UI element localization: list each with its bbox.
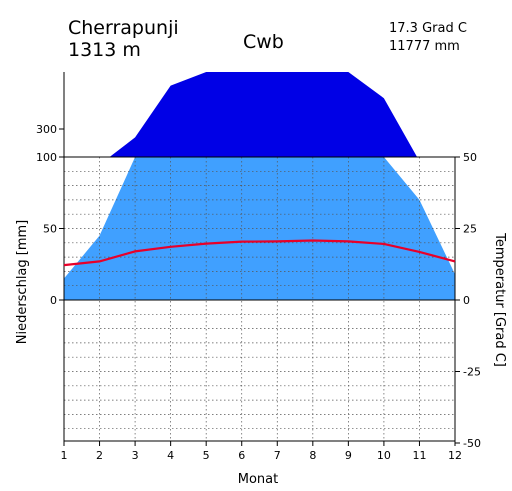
x-tick-label: 5 [203,449,210,462]
x-tick-label: 6 [238,449,245,462]
plot-frame [63,156,456,442]
right-tick-label: 0 [463,294,470,307]
x-tick-label: 3 [132,449,139,462]
annual-precipitation: 11777 mm [389,39,460,54]
left-tick-label: 300 [36,123,57,136]
right-tick-label: -25 [463,366,481,379]
temperature-line [63,239,456,267]
right-tick-label: 50 [463,151,477,164]
x-tick-label: 9 [345,449,352,462]
station-elevation: 1313 m [68,39,141,61]
precipitation-overflow-area [109,72,418,157]
x-tick-label: 12 [448,449,462,462]
x-tick-label: 7 [274,449,281,462]
x-tick-label: 11 [412,449,426,462]
x-tick-label: 1 [61,449,68,462]
x-tick-label: 8 [309,449,316,462]
left-tick-label: 0 [50,294,57,307]
left-tick-label: 100 [36,151,57,164]
x-tick-label: 10 [377,449,391,462]
right-tick-label: 25 [463,223,477,236]
right-axis-label: Temperatur [Grad C] [492,232,507,367]
x-tick-label: 2 [96,449,103,462]
right-tick-label: -50 [463,437,481,450]
climate-class: Cwb [243,31,284,53]
x-axis-label: Monat [238,472,278,487]
mean-temperature: 17.3 Grad C [389,21,467,36]
left-tick-label: 50 [43,223,57,236]
left-axis-label: Niederschlag [mm] [15,220,30,345]
station-name: Cherrapunji [68,17,179,39]
x-tick-label: 4 [167,449,174,462]
precipitation-area [64,157,455,300]
